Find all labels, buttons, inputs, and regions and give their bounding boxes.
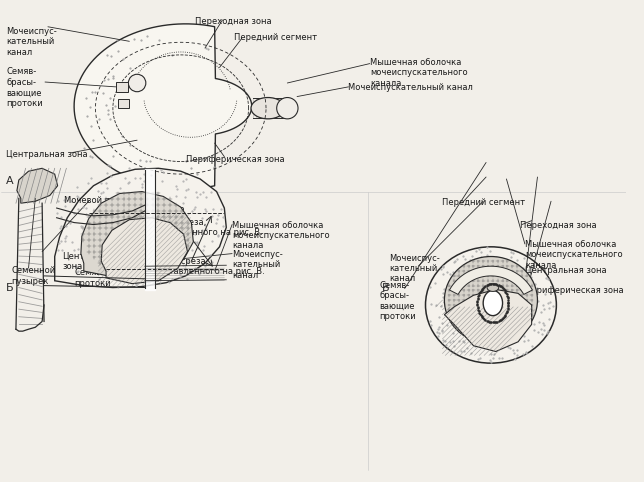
Text: Семявыбрасывающие
протоки: Семявыбрасывающие протоки <box>74 268 171 288</box>
Polygon shape <box>450 266 533 295</box>
FancyBboxPatch shape <box>118 99 129 108</box>
Text: Б: Б <box>6 282 14 293</box>
Text: Переходная зона: Переходная зона <box>108 205 185 214</box>
Text: В: В <box>383 282 390 293</box>
Circle shape <box>128 74 146 92</box>
FancyBboxPatch shape <box>116 82 128 92</box>
Text: А: А <box>6 176 14 186</box>
Text: Передний сегмент: Передний сегмент <box>442 199 526 207</box>
Polygon shape <box>74 24 252 188</box>
Text: Мочеиспускательный канал: Мочеиспускательный канал <box>348 83 473 92</box>
Text: Мышечная оболочка
мочеиспускательного
канала: Мышечная оболочка мочеиспускательного ка… <box>232 221 330 251</box>
Text: Мочеиспус-
кательный
канал: Мочеиспус- кательный канал <box>6 27 57 56</box>
Polygon shape <box>101 218 187 283</box>
Text: Мышечная оболочка
мочеиспускательного
канала: Мышечная оболочка мочеиспускательного ка… <box>370 58 468 88</box>
Text: Мочеиспус-
кательный
канал: Мочеиспус- кательный канал <box>389 254 440 283</box>
Ellipse shape <box>444 256 538 344</box>
Text: Переходная зона: Переходная зона <box>520 221 596 229</box>
Text: Центральная
зона: Центральная зона <box>62 252 121 271</box>
Text: Семенной
пузырек: Семенной пузырек <box>11 266 55 286</box>
Text: Передний сегмент: Передний сегмент <box>234 33 317 41</box>
Text: Центральная зона: Центральная зона <box>525 266 607 275</box>
Text: Семяв-
брасы-
вающие
протоки: Семяв- брасы- вающие протоки <box>379 281 416 321</box>
Text: Периферическая зона: Периферическая зона <box>525 286 623 295</box>
Text: Центральная зона: Центральная зона <box>6 150 88 159</box>
Text: Уровень среза,
представленного на рис. В.: Уровень среза, представленного на рис. В… <box>142 256 265 276</box>
Text: Мышечная оболочка
мочеиспускательного
канала: Мышечная оболочка мочеиспускательного ка… <box>525 240 623 270</box>
Text: Периферическая зона: Периферическая зона <box>185 155 284 164</box>
Polygon shape <box>55 168 226 288</box>
Text: Мочевой пузырь: Мочевой пузырь <box>64 196 137 205</box>
Ellipse shape <box>487 283 498 292</box>
Text: Семяв-
брасы-
вающие
протоки: Семяв- брасы- вающие протоки <box>6 67 43 107</box>
Ellipse shape <box>426 247 556 363</box>
Text: Мочеиспус-
кательный
канал: Мочеиспус- кательный канал <box>232 250 283 280</box>
Polygon shape <box>444 290 532 351</box>
Polygon shape <box>81 191 193 277</box>
Circle shape <box>277 97 298 119</box>
Ellipse shape <box>251 97 285 119</box>
Polygon shape <box>17 168 57 203</box>
Ellipse shape <box>483 291 502 316</box>
Text: Уровень среза,
представленного на рис. В.: Уровень среза, представленного на рис. В… <box>140 218 263 237</box>
Text: Переходная зона: Переходная зона <box>195 17 272 26</box>
